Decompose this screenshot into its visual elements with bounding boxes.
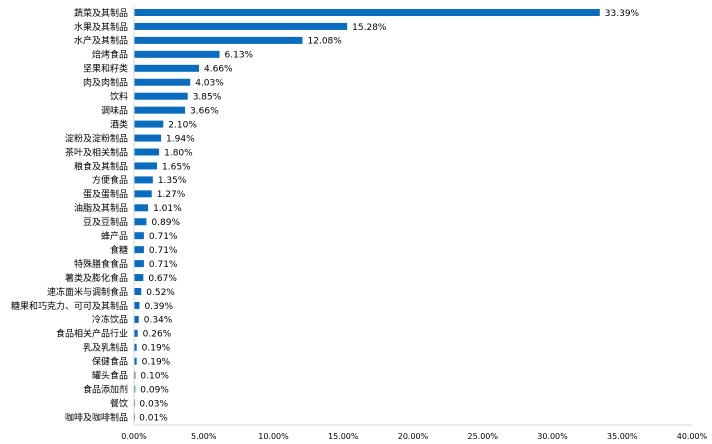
bar — [134, 329, 138, 337]
value-label: 0.67% — [148, 274, 177, 284]
bar — [134, 64, 200, 72]
category-label: 薯类及膨化食品 — [65, 272, 128, 284]
category-label: 茶叶及相关制品 — [65, 146, 128, 158]
bar — [134, 9, 600, 16]
value-label: 0.19% — [142, 344, 171, 354]
bar — [134, 134, 162, 142]
category-label: 水果及其制品 — [74, 21, 128, 33]
bar — [134, 288, 142, 295]
value-label: 3.66% — [190, 106, 219, 116]
bar — [134, 106, 186, 114]
category-label: 淀粉及淀粉制品 — [65, 132, 128, 144]
value-label: 1.35% — [158, 176, 187, 186]
value-label: 2.10% — [168, 120, 197, 130]
x-tick-label: 20.00% — [398, 432, 429, 441]
bar — [134, 78, 191, 86]
category-label: 保健食品 — [92, 356, 128, 368]
value-label: 4.66% — [204, 65, 233, 75]
value-label: 0.52% — [146, 288, 175, 298]
category-label: 焙烤食品 — [92, 49, 128, 61]
value-label: 0.26% — [143, 330, 172, 340]
value-label: 0.71% — [149, 232, 178, 242]
value-label: 15.28% — [352, 23, 387, 33]
bar — [134, 274, 144, 282]
category-label: 肉及肉制品 — [83, 77, 128, 89]
category-label: 特殊膳食食品 — [74, 258, 128, 270]
bar — [134, 260, 144, 268]
bar — [134, 301, 140, 309]
value-label: 0.09% — [140, 385, 169, 395]
category-label: 糖果和巧克力、可可及其制品 — [11, 300, 128, 312]
bar — [134, 371, 136, 379]
category-label: 餐饮 — [110, 397, 128, 409]
x-tick-label: 30.00% — [537, 432, 568, 441]
bar — [134, 120, 164, 128]
category-label: 乳及乳制品 — [83, 342, 128, 354]
category-label: 蜂产品 — [101, 230, 128, 242]
category-label: 食品添加剂 — [83, 383, 128, 395]
bar — [134, 176, 153, 184]
value-label: 12.08% — [308, 37, 343, 47]
value-label: 0.34% — [144, 316, 173, 326]
bar — [134, 315, 139, 323]
value-label: 1.80% — [164, 148, 193, 158]
category-label: 罐头食品 — [92, 370, 128, 382]
category-label: 坚果和籽类 — [83, 63, 128, 75]
x-tick-label: 10.00% — [258, 432, 289, 441]
bar — [134, 36, 303, 44]
bar — [134, 218, 147, 226]
bar — [134, 190, 152, 198]
value-label: 1.01% — [153, 204, 182, 214]
bar — [134, 162, 158, 170]
x-tick-label: 35.00% — [607, 432, 638, 441]
value-label: 0.71% — [149, 246, 178, 256]
bar — [134, 22, 348, 30]
category-label: 饮料 — [110, 91, 128, 103]
category-label: 方便食品 — [92, 174, 128, 186]
bar — [134, 246, 144, 254]
category-label: 粮食及其制品 — [74, 160, 128, 172]
category-label: 水产及其制品 — [74, 35, 128, 47]
bar — [134, 204, 149, 212]
category-label: 速冻面米与调制食品 — [47, 286, 128, 298]
category-label: 调味品 — [101, 104, 128, 116]
category-label: 蛋及蛋制品 — [83, 188, 128, 200]
value-label: 0.71% — [149, 260, 178, 270]
value-label: 6.13% — [225, 51, 254, 61]
bar — [134, 148, 160, 156]
category-label: 食糖 — [110, 244, 128, 256]
x-tick-label: 40.00% — [677, 432, 708, 441]
bar — [134, 232, 144, 240]
value-label: 0.19% — [142, 358, 171, 368]
category-label: 咖啡及咖啡制品 — [65, 411, 128, 423]
value-label: 0.03% — [139, 399, 168, 409]
x-tick-label: 0.00% — [121, 432, 147, 441]
value-label: 33.39% — [605, 9, 640, 19]
x-tick-label: 15.00% — [328, 432, 359, 441]
value-label: 0.89% — [151, 218, 180, 228]
value-label: 3.85% — [193, 93, 222, 103]
value-label: 4.03% — [195, 79, 224, 89]
bar — [134, 50, 220, 58]
bar — [134, 92, 188, 100]
value-label: 0.39% — [144, 302, 173, 312]
x-tick-label: 5.00% — [191, 432, 217, 441]
bar — [134, 357, 137, 365]
category-label: 油脂及其制品 — [74, 202, 128, 214]
value-label: 0.01% — [139, 413, 168, 423]
bar — [134, 343, 137, 351]
category-label: 食品相关产品行业 — [56, 328, 128, 340]
value-label: 0.10% — [140, 372, 169, 382]
category-label: 蔬菜及其制品 — [74, 7, 128, 19]
category-label: 豆及豆制品 — [83, 216, 128, 228]
category-label: 冷冻饮品 — [92, 314, 128, 326]
x-tick-label: 25.00% — [467, 432, 498, 441]
bar — [134, 385, 136, 393]
value-label: 1.27% — [157, 190, 186, 200]
value-label: 1.94% — [166, 134, 195, 144]
value-label: 1.65% — [162, 162, 191, 172]
category-label: 酒类 — [110, 118, 128, 130]
